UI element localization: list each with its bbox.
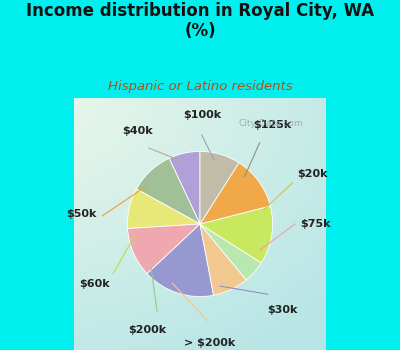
Wedge shape: [136, 158, 200, 224]
Wedge shape: [128, 189, 200, 229]
Wedge shape: [147, 224, 214, 296]
Wedge shape: [200, 224, 246, 295]
Text: $30k: $30k: [268, 305, 298, 315]
Text: $20k: $20k: [298, 169, 328, 178]
Wedge shape: [200, 224, 261, 280]
Wedge shape: [200, 163, 270, 224]
Text: > $200k: > $200k: [184, 338, 236, 348]
Wedge shape: [200, 152, 239, 224]
Text: $40k: $40k: [122, 126, 153, 136]
Text: Hispanic or Latino residents: Hispanic or Latino residents: [108, 79, 292, 93]
Text: $50k: $50k: [66, 209, 96, 219]
Text: $100k: $100k: [183, 110, 221, 120]
Text: City-Data.com: City-Data.com: [238, 119, 303, 128]
Text: $200k: $200k: [128, 325, 167, 335]
Wedge shape: [169, 152, 200, 224]
Wedge shape: [200, 206, 272, 263]
Wedge shape: [128, 224, 200, 274]
Text: $125k: $125k: [254, 120, 292, 130]
Text: $75k: $75k: [301, 219, 331, 229]
Text: Income distribution in Royal City, WA
(%): Income distribution in Royal City, WA (%…: [26, 2, 374, 40]
Text: $60k: $60k: [79, 280, 110, 289]
